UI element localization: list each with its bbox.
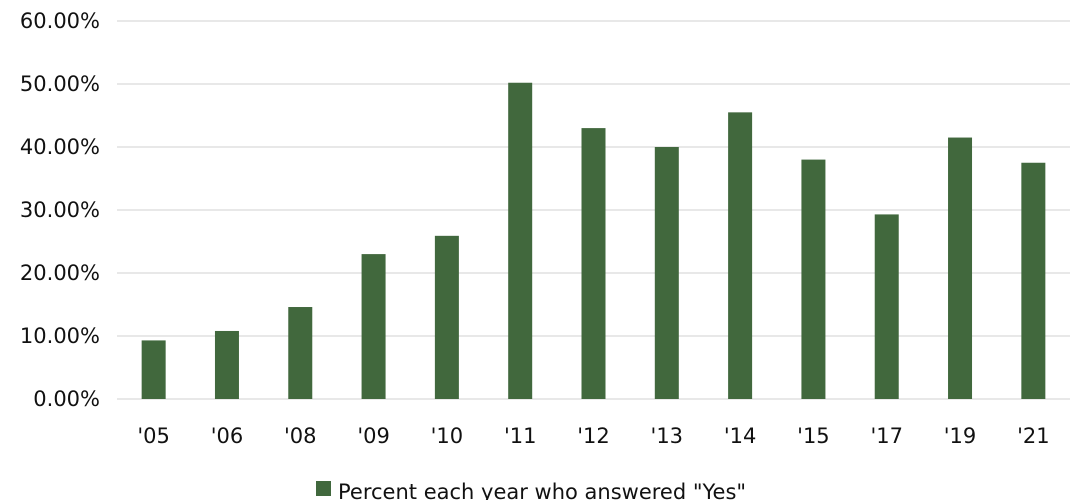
bar <box>874 214 899 399</box>
x-tick-label: '19 <box>944 424 977 448</box>
bar <box>581 128 606 399</box>
x-tick-label: '08 <box>284 424 317 448</box>
x-tick-label: '21 <box>1017 424 1050 448</box>
bar <box>214 330 239 399</box>
bar <box>288 307 313 399</box>
x-tick-label: '05 <box>137 424 170 448</box>
x-tick-label: '17 <box>870 424 903 448</box>
y-tick-label: 0.00% <box>33 387 100 411</box>
bar <box>728 112 753 399</box>
x-tick-label: '13 <box>651 424 684 448</box>
y-tick-label: 50.00% <box>20 72 100 96</box>
x-tick-label: '14 <box>724 424 757 448</box>
y-tick-label: 30.00% <box>20 198 100 222</box>
x-tick-label: '10 <box>431 424 464 448</box>
bar <box>948 137 973 400</box>
x-axis-tick-labels: '05 '06 '08 '09 '10 '11 '12 '13 '14 '15 '17 '19 '21 <box>137 424 1049 448</box>
x-tick-label: '06 <box>211 424 244 448</box>
bars <box>141 82 1046 400</box>
y-tick-label: 10.00% <box>20 324 100 348</box>
bar <box>434 235 459 399</box>
bar <box>1021 162 1046 399</box>
bar <box>508 82 533 400</box>
y-tick-label: 20.00% <box>20 261 100 285</box>
bar <box>654 147 679 399</box>
y-tick-label: 40.00% <box>20 135 100 159</box>
bar <box>141 340 166 399</box>
bar <box>801 159 826 399</box>
y-axis-tick-labels: 0.00% 10.00% 20.00% 30.00% 40.00% 50.00% 60.00… <box>20 9 100 411</box>
legend-swatch <box>316 481 331 496</box>
x-tick-label: '15 <box>797 424 830 448</box>
bar <box>361 254 386 399</box>
y-tick-label: 60.00% <box>20 9 100 33</box>
legend: Percent each year who answered "Yes" <box>316 480 746 500</box>
x-tick-label: '09 <box>357 424 390 448</box>
x-tick-label: '11 <box>504 424 537 448</box>
x-tick-label: '12 <box>577 424 610 448</box>
legend-label: Percent each year who answered "Yes" <box>338 480 746 500</box>
